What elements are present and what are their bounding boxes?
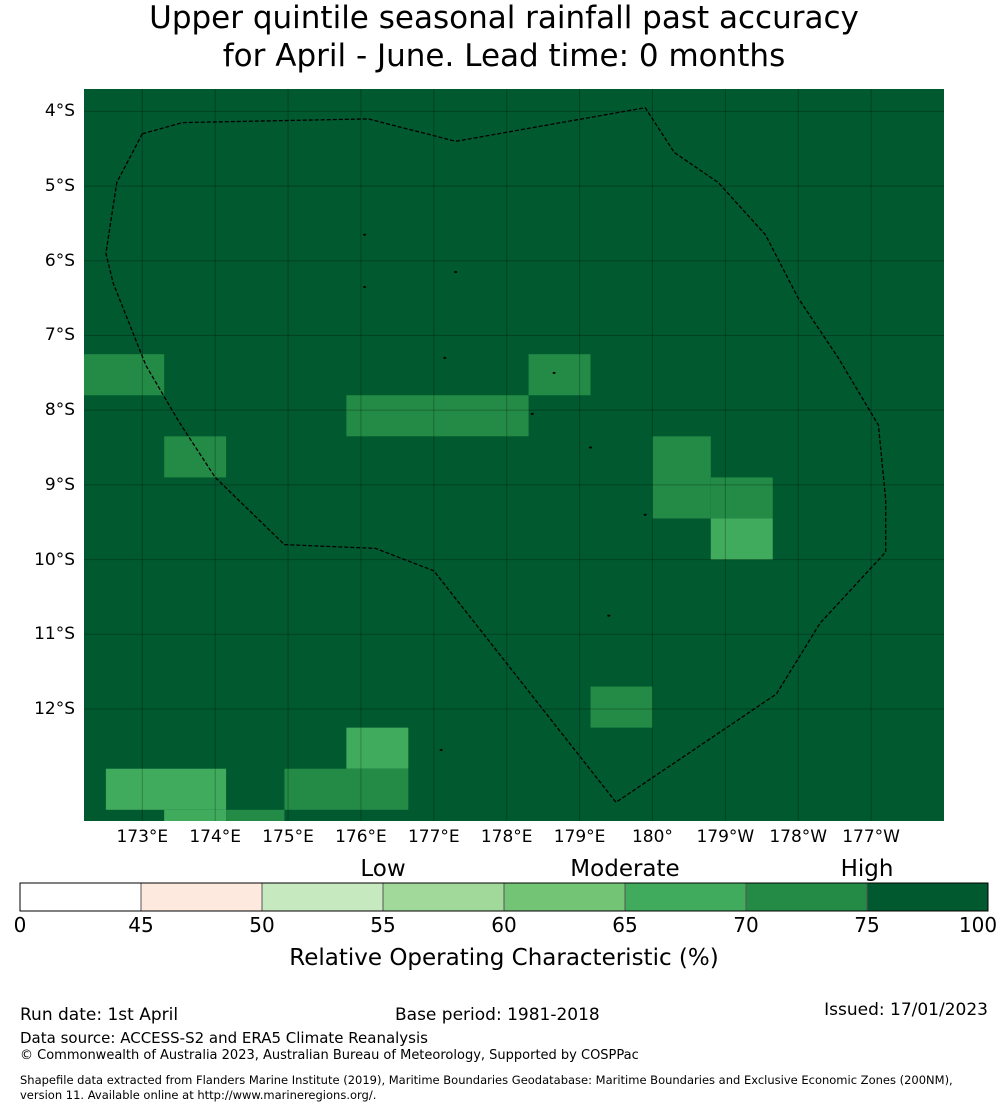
latitude-label: 10°S xyxy=(34,549,75,570)
grid-cell xyxy=(346,395,529,437)
shapefile-credit-line-2: version 11. Available online at http://w… xyxy=(20,1088,377,1102)
island-mark xyxy=(530,412,534,415)
colorbar-tick-label: 55 xyxy=(370,913,396,937)
colorbar-tick-label: 75 xyxy=(854,913,880,937)
grid-cell xyxy=(164,436,227,478)
map-background xyxy=(84,89,944,821)
island-mark xyxy=(589,446,593,449)
colorbar-tick-label: 50 xyxy=(249,913,275,937)
issued-date: Issued: 17/01/2023 xyxy=(824,1000,988,1020)
colorbar-frame xyxy=(19,882,989,912)
longitude-label: 174°E xyxy=(189,827,242,847)
island-mark xyxy=(363,285,367,288)
colorbar-tick-label: 45 xyxy=(128,913,154,937)
latitude-label: 9°S xyxy=(44,474,75,495)
colorbar-tick-label: 100 xyxy=(958,913,998,937)
grid-cell xyxy=(710,518,773,560)
chart-title-line-2: for April - June. Lead time: 0 months xyxy=(222,38,786,74)
longitude-label: 177°E xyxy=(407,827,460,847)
shapefile-credit-line-1: Shapefile data extracted from Flanders M… xyxy=(20,1073,953,1087)
island-mark xyxy=(454,271,458,273)
data-source: Data source: ACCESS-S2 and ERA5 Climate … xyxy=(20,1029,428,1047)
grid-cell xyxy=(226,809,285,821)
grid-cell xyxy=(590,686,653,728)
latitude-label: 5°S xyxy=(44,176,75,197)
colorbar-segment xyxy=(504,883,625,911)
grid-cell xyxy=(284,768,409,810)
category-label: Moderate xyxy=(570,856,680,882)
colorbar-label: Relative Operating Characteristic (%) xyxy=(289,945,719,971)
run-date: Run date: 1st April xyxy=(20,1005,179,1025)
category-label: Low xyxy=(360,856,406,882)
colorbar-segment xyxy=(383,883,504,911)
latitude-label: 6°S xyxy=(44,250,75,271)
longitude-label: 178°W xyxy=(769,827,828,847)
latitude-label: 4°S xyxy=(44,101,75,122)
colorbar-segment xyxy=(625,883,746,911)
grid-cell xyxy=(652,436,711,519)
colorbar-tick-label: 70 xyxy=(733,913,759,937)
colorbar-tick-label: 0 xyxy=(13,913,27,937)
colorbar-segment xyxy=(20,883,141,911)
category-label: High xyxy=(840,856,894,882)
grid-cell xyxy=(164,809,227,821)
chart-title-line-1: Upper quintile seasonal rainfall past ac… xyxy=(149,0,859,36)
base-period: Base period: 1981-2018 xyxy=(395,1005,600,1025)
colorbar-segment xyxy=(867,883,988,911)
longitude-label: 179°E xyxy=(553,827,606,847)
grid-cell xyxy=(84,354,165,396)
longitude-label: 180° xyxy=(631,827,673,847)
island-mark xyxy=(443,356,447,359)
colorbar-segment xyxy=(262,883,383,911)
colorbar-segment xyxy=(746,883,867,911)
colorbar-segment xyxy=(141,883,262,911)
latitude-label: 12°S xyxy=(34,698,75,719)
colorbar-tick-label: 65 xyxy=(612,913,638,937)
latitude-label: 7°S xyxy=(44,325,75,346)
copyright-notice: © Commonwealth of Australia 2023, Austra… xyxy=(20,1048,639,1063)
island-mark xyxy=(363,233,367,236)
longitude-label: 177°W xyxy=(842,827,900,847)
colorbar-tick-label: 60 xyxy=(491,913,517,937)
island-mark xyxy=(643,513,647,516)
eez-boundary xyxy=(105,106,887,804)
longitude-label: 179°W xyxy=(696,827,755,847)
longitude-label: 178°E xyxy=(480,827,533,847)
grid-cell xyxy=(710,477,773,519)
grid-cell xyxy=(105,768,227,810)
grid-cell xyxy=(346,727,409,769)
island-mark xyxy=(552,371,556,374)
island-mark xyxy=(607,614,611,617)
longitude-label: 176°E xyxy=(335,827,387,847)
longitude-label: 173°E xyxy=(116,827,169,847)
latitude-label: 8°S xyxy=(44,400,75,421)
latitude-label: 11°S xyxy=(34,624,75,645)
longitude-label: 175°E xyxy=(262,827,314,847)
grid-cell xyxy=(528,354,591,396)
island-mark xyxy=(439,749,443,752)
